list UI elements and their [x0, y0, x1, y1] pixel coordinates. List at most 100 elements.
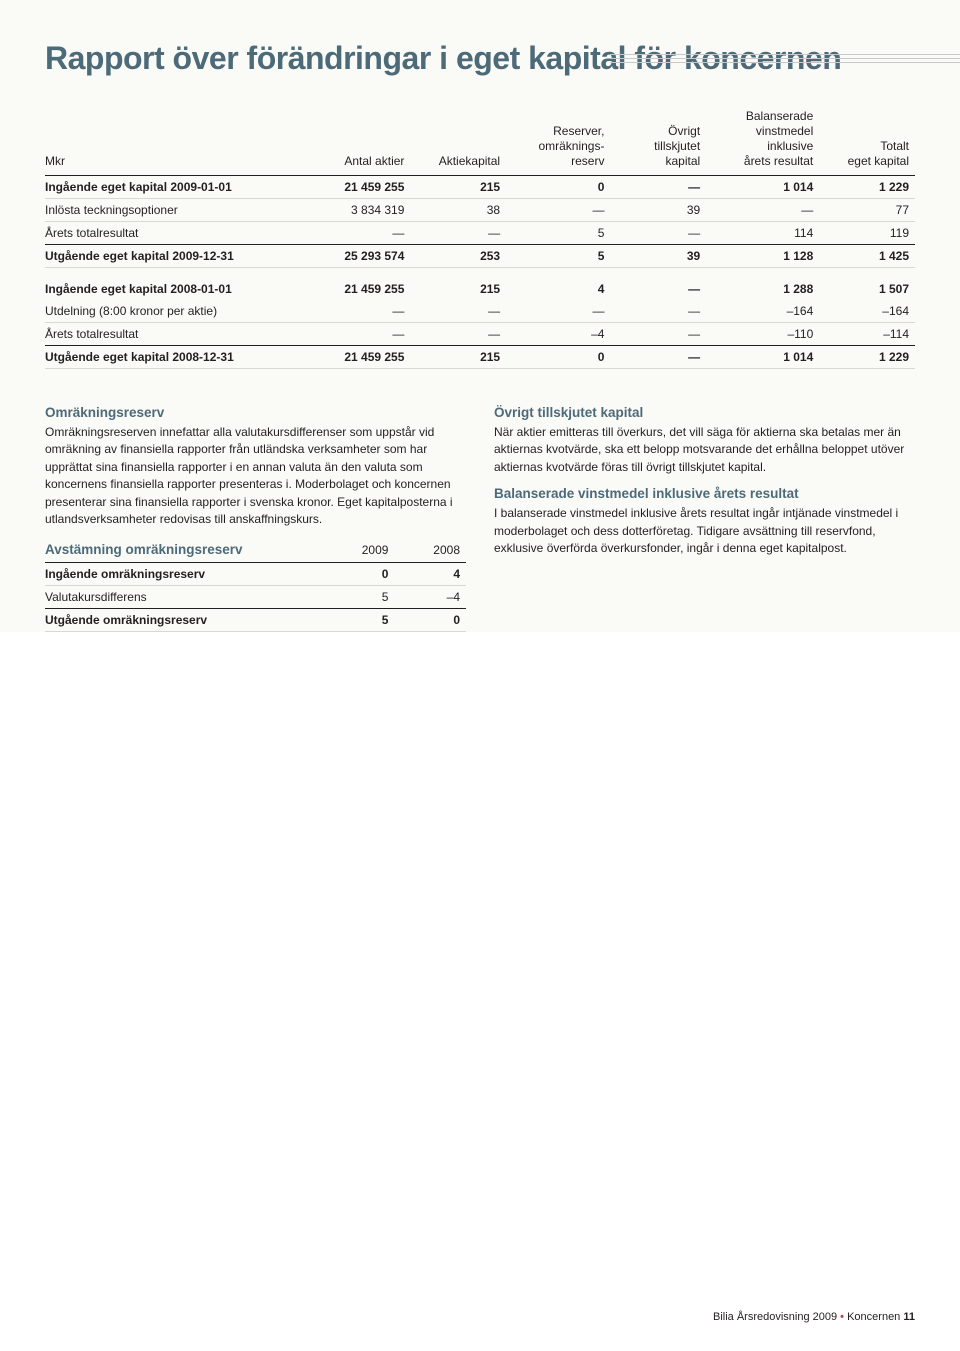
- table-cell: —: [610, 268, 706, 301]
- table-cell: Ingående eget kapital 2008-01-01: [45, 268, 306, 301]
- table-cell: —: [610, 222, 706, 245]
- table-cell: 215: [410, 268, 506, 301]
- table-cell: 1 229: [819, 346, 915, 369]
- table-cell: —: [410, 222, 506, 245]
- table-cell: 1 288: [706, 268, 819, 301]
- table-cell: 25 293 574: [306, 245, 410, 268]
- table-cell: 4: [394, 563, 466, 586]
- table-row: Ingående eget kapital 2008-01-0121 459 2…: [45, 268, 915, 301]
- table-cell: —: [610, 346, 706, 369]
- small-title: Avstämning omräkningsreserv: [45, 538, 323, 563]
- table-cell: Utgående omräkningsreserv: [45, 609, 323, 632]
- table-cell: 77: [819, 199, 915, 222]
- table-cell: –4: [506, 323, 610, 346]
- table-cell: Inlösta teckningsoptioner: [45, 199, 306, 222]
- table-cell: 1 229: [819, 176, 915, 199]
- table-cell: –4: [394, 586, 466, 609]
- table-cell: 21 459 255: [306, 268, 410, 301]
- table-cell: 0: [323, 563, 395, 586]
- table-cell: 4: [506, 268, 610, 301]
- col-balanserade: Balanserade vinstmedel inklusive årets r…: [706, 105, 819, 176]
- table-cell: Ingående omräkningsreserv: [45, 563, 323, 586]
- heading-balanserade: Balanserade vinstmedel inklusive årets r…: [494, 486, 915, 501]
- table-cell: —: [306, 323, 410, 346]
- table-cell: —: [306, 300, 410, 323]
- table-cell: 5: [506, 245, 610, 268]
- table-row: Utgående omräkningsreserv50: [45, 609, 466, 632]
- table-cell: 21 459 255: [306, 176, 410, 199]
- table-cell: Utgående eget kapital 2008-12-31: [45, 346, 306, 369]
- col-ovrigt: Övrigt tillskjutet kapital: [610, 105, 706, 176]
- left-column: Omräkningsreserv Omräkningsreserven inne…: [45, 405, 466, 632]
- page-number: 11: [903, 1311, 915, 1323]
- table-row: Inlösta teckningsoptioner3 834 31938—39—…: [45, 199, 915, 222]
- table-cell: 215: [410, 176, 506, 199]
- table-cell: —: [506, 199, 610, 222]
- table-cell: 1 014: [706, 176, 819, 199]
- table-cell: 21 459 255: [306, 346, 410, 369]
- table-cell: —: [610, 176, 706, 199]
- table-cell: —: [610, 323, 706, 346]
- table-cell: 0: [394, 609, 466, 632]
- table-cell: –114: [819, 323, 915, 346]
- page-content: Rapport över förändringar i eget kapital…: [0, 0, 960, 632]
- paragraph-balanserade: I balanserade vinstmedel inklusive årets…: [494, 505, 915, 557]
- right-column: Övrigt tillskjutet kapital När aktier em…: [494, 405, 915, 632]
- table-row: Utgående eget kapital 2009-12-3125 293 5…: [45, 245, 915, 268]
- table-cell: 5: [506, 222, 610, 245]
- table-cell: —: [410, 323, 506, 346]
- table-cell: 5: [323, 609, 395, 632]
- table-cell: 38: [410, 199, 506, 222]
- page-footer: Bilia Årsredovisning 2009 • Koncernen 11: [713, 1311, 915, 1323]
- table-row: Årets totalresultat——5—114119: [45, 222, 915, 245]
- table-row: Ingående eget kapital 2009-01-0121 459 2…: [45, 176, 915, 199]
- table-cell: Årets totalresultat: [45, 323, 306, 346]
- paragraph-omrakningsreserv: Omräkningsreserven innefattar alla valut…: [45, 424, 466, 528]
- table-cell: Årets totalresultat: [45, 222, 306, 245]
- table-row: Valutakursdifferens5–4: [45, 586, 466, 609]
- col-antal-aktier: Antal aktier: [306, 105, 410, 176]
- year-2008: 2008: [394, 538, 466, 563]
- table-cell: 215: [410, 346, 506, 369]
- table-cell: —: [306, 222, 410, 245]
- footer-text-1: Bilia Årsredovisning 2009: [713, 1311, 840, 1323]
- heading-ovrigt-tillskjutet: Övrigt tillskjutet kapital: [494, 405, 915, 420]
- col-reserver: Reserver, omräknings- reserv: [506, 105, 610, 176]
- table-cell: –164: [819, 300, 915, 323]
- table-cell: 1 507: [819, 268, 915, 301]
- year-2009: 2009: [323, 538, 395, 563]
- table-row: Ingående omräkningsreserv04: [45, 563, 466, 586]
- reconciliation-table: Avstämning omräkningsreserv 2009 2008 In…: [45, 538, 466, 632]
- title-rules: [610, 54, 960, 66]
- table-cell: 1 014: [706, 346, 819, 369]
- table-header-row: Mkr Antal aktier Aktiekapital Reserver, …: [45, 105, 915, 176]
- table-cell: 3 834 319: [306, 199, 410, 222]
- footer-bullet-icon: •: [840, 1311, 844, 1323]
- table-row: Utgående eget kapital 2008-12-3121 459 2…: [45, 346, 915, 369]
- table-cell: 114: [706, 222, 819, 245]
- table-cell: 1 128: [706, 245, 819, 268]
- table-row: Utdelning (8:00 kronor per aktie)————–16…: [45, 300, 915, 323]
- footer-text-2: Koncernen: [847, 1311, 903, 1323]
- title-wrap: Rapport över förändringar i eget kapital…: [45, 40, 915, 77]
- heading-omrakningsreserv: Omräkningsreserv: [45, 405, 466, 420]
- table-cell: 253: [410, 245, 506, 268]
- equity-change-table: Mkr Antal aktier Aktiekapital Reserver, …: [45, 105, 915, 369]
- table-cell: —: [706, 199, 819, 222]
- col-mkr: Mkr: [45, 105, 306, 176]
- paragraph-ovrigt-tillskjutet: När aktier emitteras till överkurs, det …: [494, 424, 915, 476]
- table-cell: –110: [706, 323, 819, 346]
- col-aktiekapital: Aktiekapital: [410, 105, 506, 176]
- table-cell: 39: [610, 199, 706, 222]
- table-cell: –164: [706, 300, 819, 323]
- table-cell: Valutakursdifferens: [45, 586, 323, 609]
- table-cell: Ingående eget kapital 2009-01-01: [45, 176, 306, 199]
- table-cell: 0: [506, 346, 610, 369]
- table-cell: 119: [819, 222, 915, 245]
- small-table-header: Avstämning omräkningsreserv 2009 2008: [45, 538, 466, 563]
- table-cell: —: [506, 300, 610, 323]
- table-cell: Utgående eget kapital 2009-12-31: [45, 245, 306, 268]
- table-cell: 5: [323, 586, 395, 609]
- reconciliation-wrap: Avstämning omräkningsreserv 2009 2008 In…: [45, 538, 466, 632]
- table-cell: 1 425: [819, 245, 915, 268]
